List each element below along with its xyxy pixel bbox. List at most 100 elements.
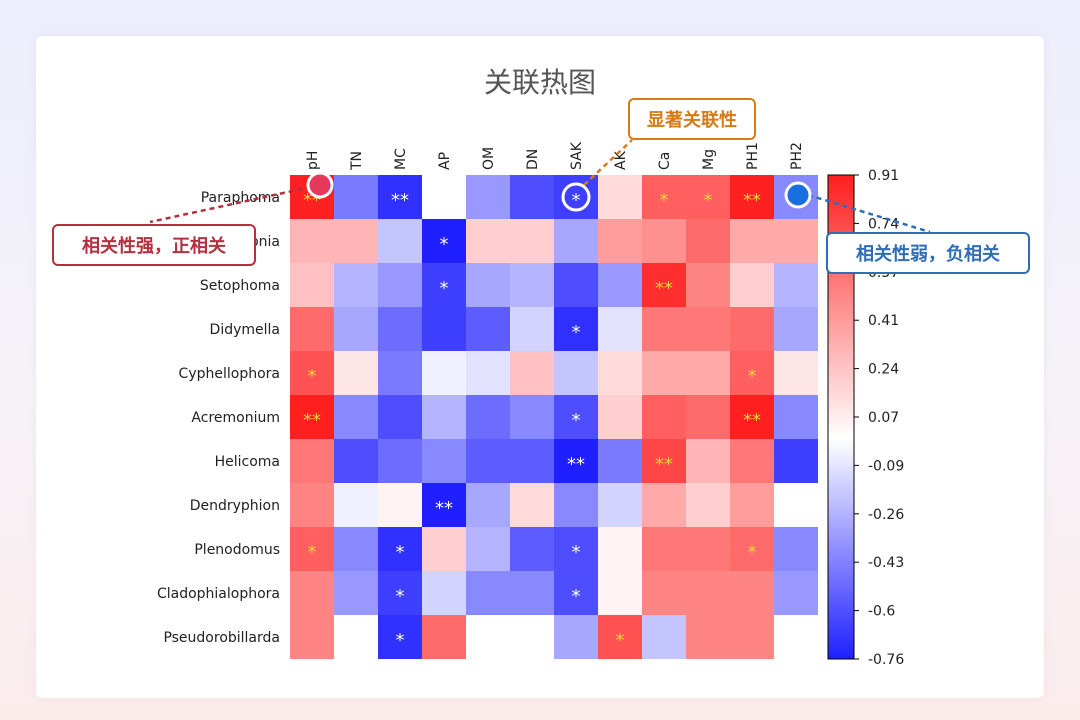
significance-mark: *: [748, 542, 757, 563]
heatmap-cell: [686, 483, 730, 527]
heatmap-cell: [774, 395, 818, 439]
heatmap-cell: [554, 571, 598, 615]
heatmap-cell: [334, 175, 378, 219]
heatmap-cell: [730, 439, 774, 483]
heatmap-cell: [510, 219, 554, 263]
heatmap-cell: [422, 615, 466, 659]
heatmap-cell: [334, 439, 378, 483]
significance-mark: *: [440, 234, 449, 255]
heatmap-cell: [730, 175, 774, 219]
heatmap-cell: [730, 351, 774, 395]
marker-strong-positive: [306, 171, 334, 199]
heatmap-cell: [378, 351, 422, 395]
heatmap-cell: [642, 615, 686, 659]
heatmap-cell: [686, 527, 730, 571]
heatmap-cell: [510, 307, 554, 351]
significance-mark: *: [572, 542, 581, 563]
colorbar-tick-label: 0.24: [868, 362, 899, 378]
heatmap-cell: [378, 395, 422, 439]
heatmap-cell: [598, 571, 642, 615]
heatmap-cell: [774, 483, 818, 527]
heatmap-cell: [290, 263, 334, 307]
colorbar-tick-label: -0.09: [868, 458, 904, 474]
heatmap-cell: [598, 307, 642, 351]
significance-mark: *: [572, 190, 581, 211]
heatmap-cell: [378, 439, 422, 483]
heatmap-cell: [730, 219, 774, 263]
significance-mark: **: [435, 498, 453, 519]
heatmap-cell: [686, 219, 730, 263]
heatmap-cell: [290, 219, 334, 263]
heatmap-cell: [642, 571, 686, 615]
row-label: Cladophialophora: [157, 586, 280, 602]
heatmap-cell: [466, 615, 510, 659]
heatmap-cell: [642, 219, 686, 263]
significance-mark: **: [655, 278, 673, 299]
significance-mark: **: [391, 190, 409, 211]
heatmap-cell: [686, 175, 730, 219]
heatmap-cell: [378, 483, 422, 527]
leader-line-strong: [149, 183, 321, 224]
heatmap-cell: [466, 571, 510, 615]
heatmap-cell: [378, 175, 422, 219]
heatmap-cell: [334, 571, 378, 615]
heatmap-cell: [466, 527, 510, 571]
column-label: Mg: [701, 149, 717, 170]
heatmap-cell: [422, 439, 466, 483]
heatmap-cell: [686, 615, 730, 659]
heatmap-cell: [686, 307, 730, 351]
callout-significant: 显著关联性: [628, 98, 756, 140]
heatmap-cell: [730, 263, 774, 307]
row-label: Plenodomus: [194, 542, 280, 558]
heatmap-cell: [642, 483, 686, 527]
leader-line-significant: [583, 139, 633, 186]
heatmap-cell: [598, 483, 642, 527]
heatmap-cell: [730, 571, 774, 615]
heatmap-cell: [598, 263, 642, 307]
heatmap-cell: [642, 175, 686, 219]
significance-mark: **: [743, 190, 761, 211]
significance-mark: *: [704, 190, 713, 211]
significance-mark: *: [396, 586, 405, 607]
heatmap-cell: [334, 351, 378, 395]
callout-weak-negative: 相关性弱，负相关: [826, 232, 1030, 274]
heatmap-cell: [730, 527, 774, 571]
heatmap-cell: [422, 483, 466, 527]
heatmap-cell: [554, 615, 598, 659]
heatmap-cell: [510, 175, 554, 219]
row-label: Dendryphion: [190, 498, 280, 514]
row-label: Didymella: [210, 322, 280, 338]
heatmap-cell: [466, 395, 510, 439]
heatmap-cell: [642, 263, 686, 307]
heatmap-cell: [554, 395, 598, 439]
heatmap-cell: [598, 395, 642, 439]
significance-mark: **: [743, 410, 761, 431]
heatmap-cell: [290, 571, 334, 615]
heatmap-cell: [554, 439, 598, 483]
heatmap-cell: [510, 527, 554, 571]
row-label: Setophoma: [200, 278, 280, 294]
heatmap-cell: [510, 571, 554, 615]
marker-significant: [561, 182, 591, 212]
colorbar-tick-label: -0.6: [868, 604, 895, 620]
heatmap-cell: [730, 307, 774, 351]
significance-mark: *: [748, 366, 757, 387]
heatmap-cell: [466, 439, 510, 483]
significance-mark: **: [655, 454, 673, 475]
significance-mark: *: [308, 366, 317, 387]
significance-mark: *: [572, 410, 581, 431]
row-label: Helicoma: [215, 454, 280, 470]
callout-strong-positive: 相关性强，正相关: [52, 224, 256, 266]
heatmap-cell: [466, 263, 510, 307]
heatmap-cell: [466, 351, 510, 395]
heatmap-cell: [510, 615, 554, 659]
heatmap-cell: [554, 351, 598, 395]
heatmap-cell: [774, 263, 818, 307]
heatmap-cell: [378, 571, 422, 615]
heatmap-cell: [598, 175, 642, 219]
heatmap-cell: [510, 351, 554, 395]
heatmap-cell: [290, 307, 334, 351]
heatmap-cell: [774, 571, 818, 615]
heatmap-cell: [510, 439, 554, 483]
